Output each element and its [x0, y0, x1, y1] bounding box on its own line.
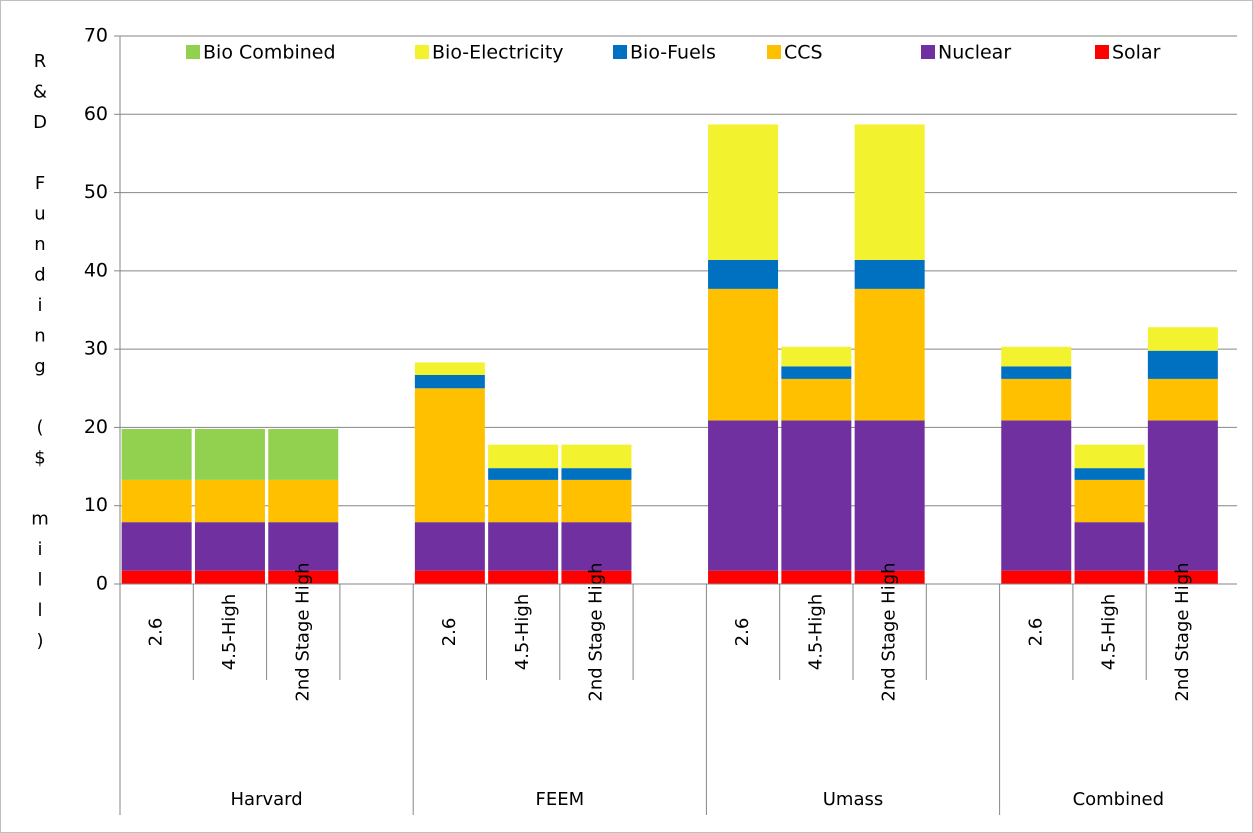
bar-segment	[268, 428, 339, 480]
x-tick-label: 2nd Stage High	[879, 562, 900, 701]
bar-segment	[561, 479, 632, 523]
bar-segment	[414, 362, 485, 375]
bar-segment	[1001, 346, 1072, 367]
bar-segment	[1147, 350, 1218, 379]
legend-label: Bio-Fuels	[630, 42, 716, 64]
y-tick-label: 70	[84, 25, 108, 47]
bar-segment	[1074, 444, 1145, 469]
legend-label: Solar	[1112, 42, 1161, 64]
bar-segment	[1001, 570, 1072, 584]
bar-segment	[1147, 420, 1218, 571]
bar-segment	[121, 479, 192, 523]
bar-segment	[414, 374, 485, 389]
group-label: Umass	[823, 789, 884, 810]
bar-segment	[854, 288, 925, 421]
bar-segment	[561, 570, 632, 584]
bar-segment	[194, 570, 265, 584]
bar-segment	[781, 366, 852, 379]
bar-segment	[488, 444, 559, 469]
bar-segment	[121, 570, 192, 584]
legend-label: Bio Combined	[203, 42, 336, 64]
bar-segment	[1147, 327, 1218, 351]
group-label: Harvard	[231, 789, 303, 810]
bar-segment	[1001, 420, 1072, 571]
x-tick-label: 4.5-High	[1099, 594, 1120, 671]
bar-segment	[561, 444, 632, 469]
x-tick-label: 4.5-High	[219, 594, 240, 671]
y-tick-label: 20	[84, 416, 108, 438]
bar-segment	[268, 570, 339, 584]
bar-segment	[1147, 570, 1218, 584]
legend-label: Nuclear	[938, 42, 1011, 64]
bar-segment	[1074, 570, 1145, 584]
bar-segment	[708, 288, 779, 421]
group-label: FEEM	[535, 789, 584, 810]
bar-segment	[561, 468, 632, 480]
bar-segment	[781, 570, 852, 584]
bar-segment	[708, 570, 779, 584]
bar-segment	[854, 420, 925, 571]
x-tick-label: 2nd Stage High	[585, 562, 606, 701]
bar-segment	[561, 522, 632, 571]
x-tick-label: 2nd Stage High	[292, 562, 313, 701]
bar-segment	[781, 378, 852, 421]
bar-segment	[1147, 378, 1218, 421]
bar-segment	[194, 479, 265, 523]
bar-segment	[488, 479, 559, 523]
legend-swatch	[613, 45, 627, 59]
bar-segment	[854, 124, 925, 260]
y-tick-label: 50	[84, 181, 108, 203]
bar-segment	[1074, 522, 1145, 571]
bar-segment	[194, 522, 265, 571]
bar-segment	[708, 259, 779, 289]
x-tick-label: 2.6	[732, 618, 753, 647]
x-tick-label: 2nd Stage High	[1172, 562, 1193, 701]
x-tick-label: 4.5-High	[805, 594, 826, 671]
bar-segment	[268, 479, 339, 523]
y-tick-label: 30	[84, 338, 108, 360]
bar-segment	[854, 570, 925, 584]
x-tick-label: 2.6	[439, 618, 460, 647]
bar-segment	[781, 420, 852, 571]
bar-segment	[1001, 366, 1072, 379]
bar-segment	[781, 346, 852, 367]
bar-segment	[414, 522, 485, 571]
legend-swatch	[415, 45, 429, 59]
y-tick-label: 40	[84, 259, 108, 281]
legend-swatch	[1095, 45, 1109, 59]
legend-label: CCS	[784, 42, 823, 64]
bar-segment	[488, 570, 559, 584]
legend-swatch	[186, 45, 200, 59]
bar-segment	[121, 522, 192, 571]
bar-segment	[121, 428, 192, 480]
bar-segment	[1001, 378, 1072, 421]
bar-segment	[708, 124, 779, 260]
bar-segment	[708, 420, 779, 571]
y-tick-label: 60	[84, 103, 108, 125]
legend-swatch	[921, 45, 935, 59]
bar-segment	[854, 259, 925, 289]
x-tick-label: 2.6	[146, 618, 167, 647]
bar-segment	[268, 522, 339, 571]
bar-segment	[488, 522, 559, 571]
y-tick-label: 10	[84, 494, 108, 516]
legend-swatch	[767, 45, 781, 59]
bar-segment	[488, 468, 559, 480]
group-label: Combined	[1073, 789, 1164, 810]
bar-segment	[194, 428, 265, 480]
x-tick-label: 2.6	[1025, 618, 1046, 647]
bar-segment	[1074, 479, 1145, 523]
y-tick-label: 0	[96, 573, 108, 595]
bar-segment	[1074, 468, 1145, 480]
legend-label: Bio-Electricity	[432, 42, 564, 64]
x-tick-label: 4.5-High	[512, 594, 533, 671]
bar-segment	[414, 388, 485, 523]
bar-segment	[414, 570, 485, 584]
